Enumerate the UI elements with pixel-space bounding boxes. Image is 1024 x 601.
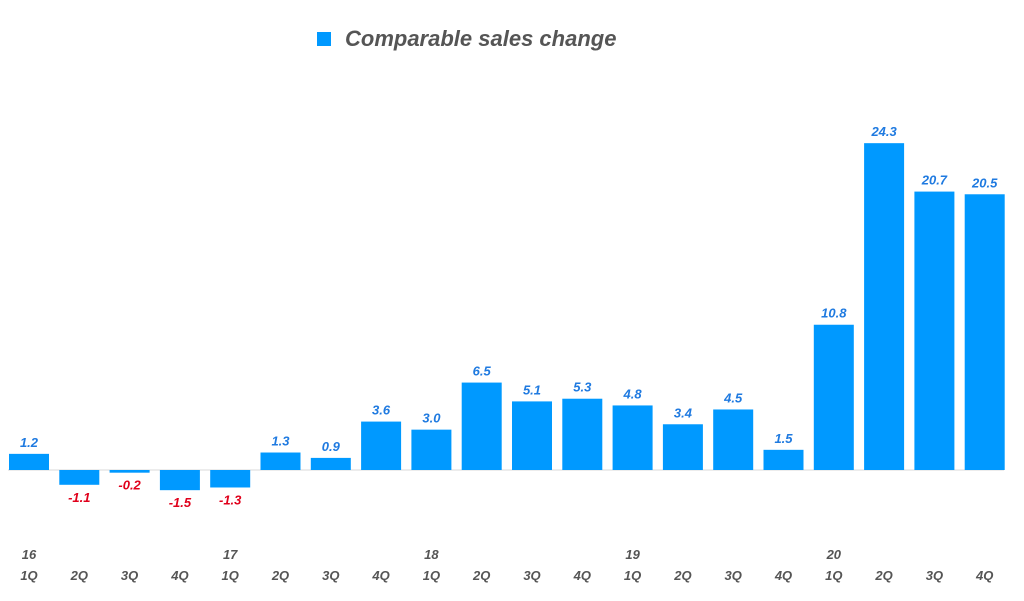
year-tick-label: 18 xyxy=(424,547,439,562)
quarter-tick-label: 3Q xyxy=(725,568,742,583)
quarter-tick-label: 3Q xyxy=(121,568,138,583)
data-label: 20.7 xyxy=(921,173,948,188)
data-label: -1.3 xyxy=(219,492,242,507)
data-label: -1.5 xyxy=(169,495,192,510)
quarter-tick-label: 3Q xyxy=(523,568,540,583)
bar xyxy=(361,421,402,470)
quarter-tick-label: 1Q xyxy=(20,568,37,583)
bar xyxy=(612,405,653,470)
bar xyxy=(662,424,703,470)
data-label: 4.5 xyxy=(723,390,743,405)
quarter-tick-label: 4Q xyxy=(170,568,188,583)
quarter-tick-label: 1Q xyxy=(624,568,641,583)
bar xyxy=(109,470,150,473)
quarter-tick-label: 2Q xyxy=(271,568,289,583)
year-tick-label: 19 xyxy=(625,547,640,562)
quarter-tick-label: 4Q xyxy=(975,568,993,583)
data-label: 20.5 xyxy=(971,175,998,190)
legend: Comparable sales change xyxy=(317,24,616,54)
quarter-tick-label: 3Q xyxy=(322,568,339,583)
legend-label: Comparable sales change xyxy=(345,26,617,51)
data-label: 1.5 xyxy=(774,431,793,446)
bar xyxy=(964,194,1005,470)
quarter-tick-label: 2Q xyxy=(673,568,691,583)
quarter-tick-label: 4Q xyxy=(371,568,389,583)
legend-swatch xyxy=(317,32,331,46)
data-label: 3.0 xyxy=(422,411,441,426)
data-label: 1.2 xyxy=(20,435,39,450)
data-label: 1.3 xyxy=(271,434,290,449)
quarter-tick-label: 1Q xyxy=(222,568,239,583)
bar xyxy=(260,452,301,470)
bar xyxy=(512,401,552,470)
quarter-tick-label: 3Q xyxy=(926,568,943,583)
data-label: 10.8 xyxy=(821,306,847,321)
data-label: -0.2 xyxy=(118,478,141,493)
bar xyxy=(813,324,854,470)
data-label: 4.8 xyxy=(623,386,643,401)
data-label: 3.6 xyxy=(372,403,391,418)
year-tick-label: 17 xyxy=(223,547,238,562)
quarter-tick-label: 4Q xyxy=(774,568,792,583)
quarter-tick-label: 4Q xyxy=(573,568,591,583)
bar xyxy=(914,191,955,470)
year-tick-label: 20 xyxy=(826,547,842,562)
data-label: -1.1 xyxy=(68,490,90,505)
data-label: 0.9 xyxy=(322,439,341,454)
quarter-tick-label: 1Q xyxy=(825,568,842,583)
bar xyxy=(310,457,351,470)
data-label: 3.4 xyxy=(674,405,693,420)
quarter-tick-label: 2Q xyxy=(874,568,892,583)
bar xyxy=(763,449,804,470)
bar xyxy=(159,470,200,491)
bar xyxy=(562,398,603,470)
bar xyxy=(713,409,754,470)
bar xyxy=(210,470,251,488)
data-label: 5.3 xyxy=(573,380,592,395)
data-label: 24.3 xyxy=(870,124,897,139)
bar xyxy=(59,470,100,485)
year-tick-label: 16 xyxy=(22,547,37,562)
quarter-tick-label: 2Q xyxy=(472,568,490,583)
bar xyxy=(864,143,905,471)
data-label: 5.1 xyxy=(523,382,541,397)
quarter-tick-label: 2Q xyxy=(70,568,88,583)
bar xyxy=(411,429,452,470)
data-label: 6.5 xyxy=(473,364,492,379)
quarter-tick-label: 1Q xyxy=(423,568,440,583)
bar xyxy=(9,453,49,470)
bar xyxy=(461,382,502,470)
